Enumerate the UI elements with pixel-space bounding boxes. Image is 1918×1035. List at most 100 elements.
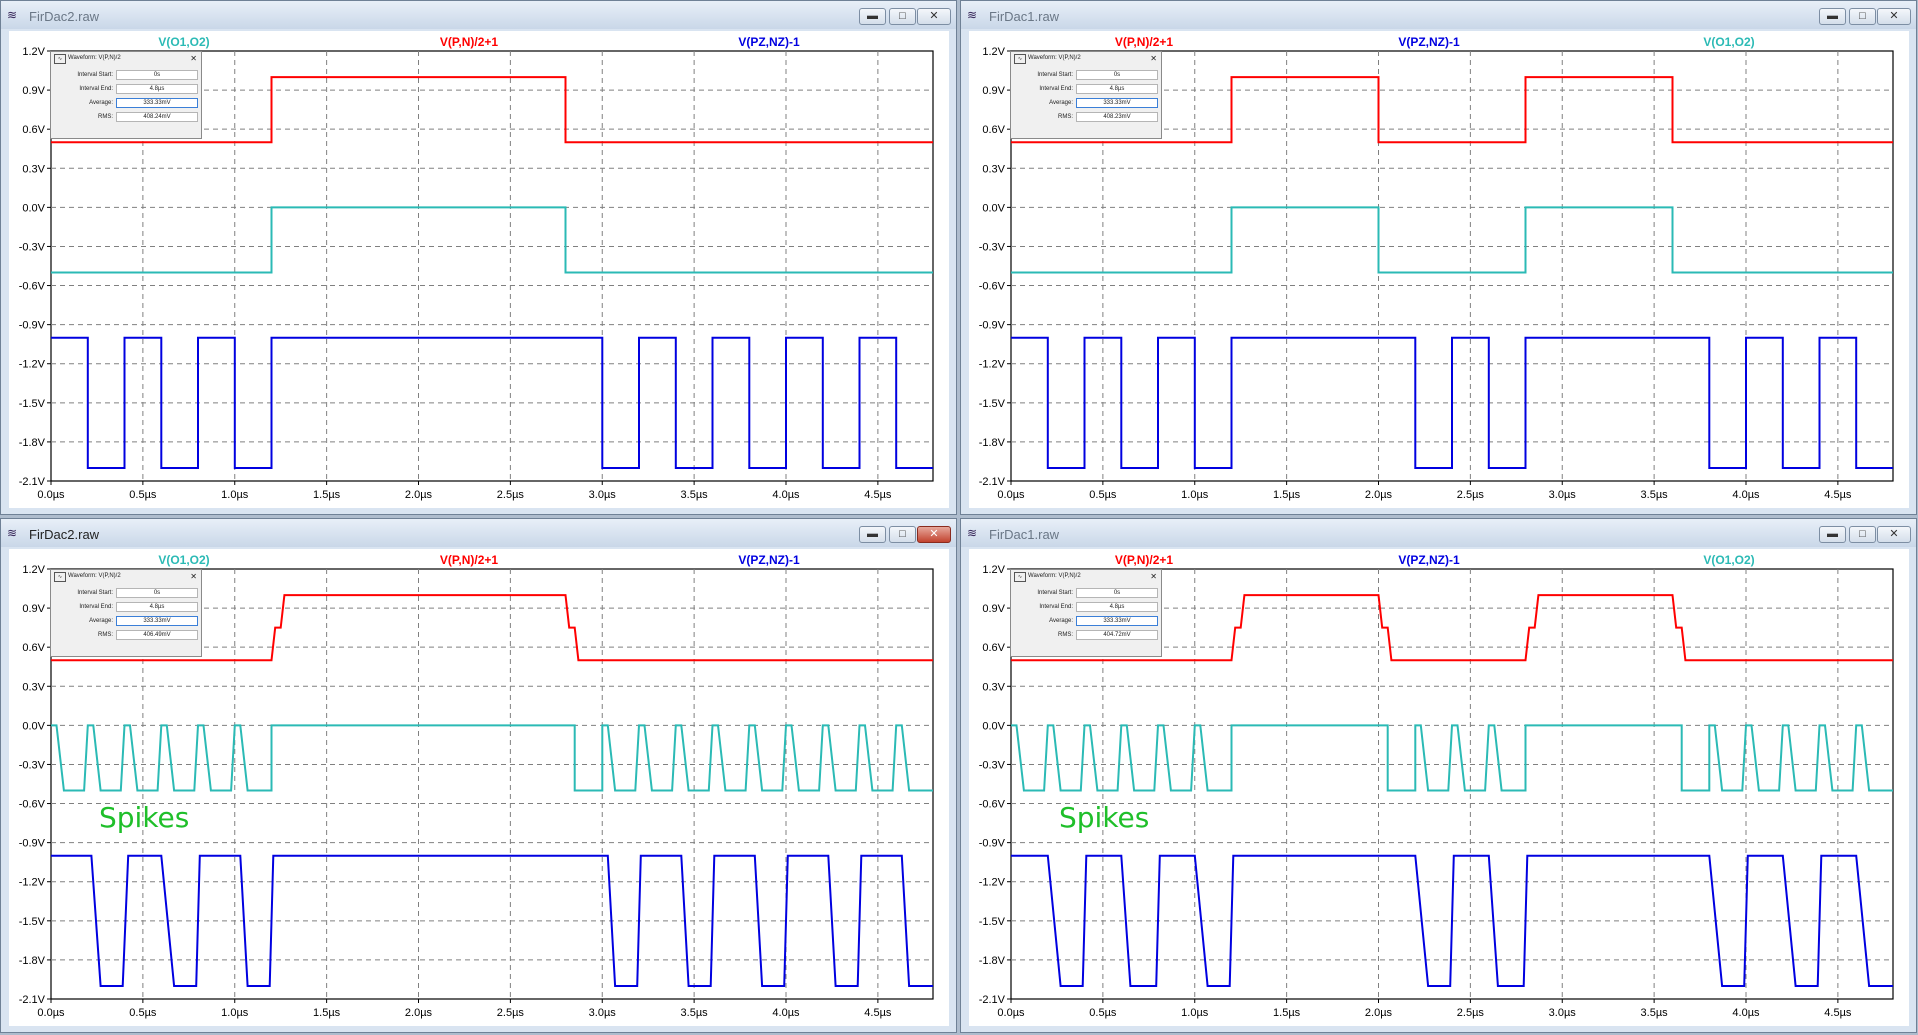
waveform-window-2: ≋ FirDac1.raw ▬ □ ✕ 1.2V 0.9V 0.6V 0.3V 0.0V…: [960, 0, 1917, 515]
x-tick-label: 0.5µs: [1089, 1007, 1117, 1019]
y-tick-label: -0.3V: [979, 241, 1006, 253]
close-icon[interactable]: ✕: [1150, 54, 1157, 63]
legend-center[interactable]: V(PZ,NZ)-1: [1398, 553, 1460, 567]
interval-start-label: Interval Start:: [1037, 72, 1073, 78]
legend-right[interactable]: V(PZ,NZ)-1: [738, 553, 800, 567]
legend-center[interactable]: V(PZ,NZ)-1: [1398, 35, 1460, 49]
waveform-plot[interactable]: 1.2V 0.9V 0.6V 0.3V 0.0V -0.3V -0.6V -0.9V -1.2V…: [9, 549, 949, 1026]
window-title: FirDac2.raw: [29, 527, 100, 542]
average-value[interactable]: 333.33mV: [116, 616, 198, 626]
x-tick-label: 1.0µs: [1181, 1007, 1209, 1019]
average-value[interactable]: 333.33mV: [1076, 98, 1158, 108]
trace-0[interactable]: [51, 594, 933, 662]
legend-center[interactable]: V(P,N)/2+1: [440, 553, 498, 567]
close-icon[interactable]: ✕: [1150, 572, 1157, 581]
plot-area[interactable]: 1.2V 0.9V 0.6V 0.3V 0.0V -0.3V -0.6V -0.9V -1.2V…: [9, 549, 949, 1026]
x-tick-label: 3.5µs: [1641, 489, 1669, 501]
waveform-plot[interactable]: 1.2V 0.9V 0.6V 0.3V 0.0V -0.3V -0.6V -0.9V -1.2V…: [969, 31, 1909, 508]
legend-right[interactable]: V(O1,O2): [1703, 35, 1754, 49]
average-label: Average:: [1049, 618, 1073, 624]
y-tick-label: -1.5V: [19, 916, 46, 928]
y-tick-label: -1.8V: [979, 437, 1006, 449]
interval-start-value: 0s: [1076, 588, 1158, 598]
legend-left[interactable]: V(P,N)/2+1: [1115, 35, 1173, 49]
legend-left[interactable]: V(O1,O2): [158, 35, 209, 49]
x-tick-label: 4.5µs: [1824, 1007, 1852, 1019]
trace-2[interactable]: [1011, 854, 1893, 987]
waveform-plot[interactable]: 1.2V 0.9V 0.6V 0.3V 0.0V -0.3V -0.6V -0.9V -1.2V…: [9, 31, 949, 508]
title-bar[interactable]: ≋ FirDac1.raw ▬ □ ✕: [961, 519, 1916, 547]
trace-0[interactable]: [51, 76, 933, 144]
y-tick-label: 1.2V: [22, 46, 45, 58]
trace-0[interactable]: [1011, 76, 1893, 144]
close-button[interactable]: ✕: [917, 8, 951, 25]
y-tick-label: -2.1V: [19, 994, 46, 1006]
title-bar[interactable]: ≋ FirDac2.raw ▬ □ ✕: [1, 519, 956, 547]
close-button[interactable]: ✕: [1877, 8, 1911, 25]
close-icon[interactable]: ✕: [190, 572, 197, 581]
legend-center[interactable]: V(P,N)/2+1: [440, 35, 498, 49]
average-value[interactable]: 333.33mV: [1076, 616, 1158, 626]
maximize-button[interactable]: □: [889, 526, 916, 543]
measurement-box: ∿ Waveform: V(P,N)/2 ✕ Interval Start: 0s…: [50, 569, 202, 657]
trace-1[interactable]: [51, 724, 933, 792]
legend-left[interactable]: V(O1,O2): [158, 553, 209, 567]
rms-label: RMS:: [1058, 632, 1073, 638]
x-tick-label: 3.0µs: [1549, 1007, 1577, 1019]
measurement-title: Waveform: V(P,N)/2: [68, 55, 121, 61]
trace-0[interactable]: [1011, 594, 1893, 662]
spikes-annotation: Spikes: [1059, 801, 1149, 834]
measurement-box: ∿ Waveform: V(P,N)/2 ✕ Interval Start: 0s…: [1010, 569, 1162, 657]
y-tick-label: -1.8V: [19, 955, 46, 967]
legend-left[interactable]: V(P,N)/2+1: [1115, 553, 1173, 567]
y-tick-label: -1.2V: [979, 359, 1006, 371]
minimize-button[interactable]: ▬: [1819, 8, 1846, 25]
x-tick-label: 2.5µs: [497, 1007, 525, 1019]
x-tick-label: 0.0µs: [37, 489, 65, 501]
y-tick-label: -1.5V: [979, 398, 1006, 410]
title-bar[interactable]: ≋ FirDac1.raw ▬ □ ✕: [961, 1, 1916, 29]
minimize-button[interactable]: ▬: [859, 526, 886, 543]
x-tick-label: 2.0µs: [1365, 1007, 1393, 1019]
plot-area[interactable]: 1.2V 0.9V 0.6V 0.3V 0.0V -0.3V -0.6V -0.9V -1.2V…: [969, 549, 1909, 1026]
plot-area[interactable]: 1.2V 0.9V 0.6V 0.3V 0.0V -0.3V -0.6V -0.9V -1.2V…: [9, 31, 949, 508]
y-tick-label: 0.3V: [22, 681, 45, 693]
interval-start-label: Interval Start:: [1037, 590, 1073, 596]
measurement-title: Waveform: V(P,N)/2: [68, 573, 121, 579]
y-tick-label: 0.9V: [22, 85, 45, 97]
legend-right[interactable]: V(PZ,NZ)-1: [738, 35, 800, 49]
maximize-button[interactable]: □: [1849, 526, 1876, 543]
trace-2[interactable]: [51, 336, 933, 469]
y-tick-label: 0.3V: [982, 681, 1005, 693]
measurement-box: ∿ Waveform: V(P,N)/2 ✕ Interval Start: 0s…: [1010, 51, 1162, 139]
x-tick-label: 2.0µs: [405, 1007, 433, 1019]
trace-1[interactable]: [1011, 206, 1893, 274]
plot-area[interactable]: 1.2V 0.9V 0.6V 0.3V 0.0V -0.3V -0.6V -0.9V -1.2V…: [969, 31, 1909, 508]
interval-end-value: 4.8µs: [1076, 602, 1158, 612]
y-tick-label: 0.0V: [22, 202, 45, 214]
interval-end-label: Interval End:: [79, 86, 113, 92]
interval-end-value: 4.8µs: [116, 602, 198, 612]
average-value[interactable]: 333.33mV: [116, 98, 198, 108]
interval-end-value: 4.8µs: [1076, 84, 1158, 94]
minimize-button[interactable]: ▬: [859, 8, 886, 25]
trace-1[interactable]: [1011, 724, 1893, 792]
measurement-title: Waveform: V(P,N)/2: [1028, 573, 1081, 579]
close-button[interactable]: ✕: [1877, 526, 1911, 543]
waveform-app-icon: ≋: [967, 8, 978, 22]
rms-label: RMS:: [98, 632, 113, 638]
maximize-button[interactable]: □: [1849, 8, 1876, 25]
close-button[interactable]: ✕: [917, 526, 951, 543]
close-icon[interactable]: ✕: [190, 54, 197, 63]
y-tick-label: -0.9V: [19, 320, 46, 332]
minimize-button[interactable]: ▬: [1819, 526, 1846, 543]
y-tick-label: 0.6V: [982, 642, 1005, 654]
legend-right[interactable]: V(O1,O2): [1703, 553, 1754, 567]
maximize-button[interactable]: □: [889, 8, 916, 25]
trace-1[interactable]: [51, 206, 933, 274]
title-bar[interactable]: ≋ FirDac2.raw ▬ □ ✕: [1, 1, 956, 29]
waveform-plot[interactable]: 1.2V 0.9V 0.6V 0.3V 0.0V -0.3V -0.6V -0.9V -1.2V…: [969, 549, 1909, 1026]
trace-2[interactable]: [51, 854, 933, 987]
trace-2[interactable]: [1011, 336, 1893, 469]
y-tick-label: -2.1V: [979, 476, 1006, 488]
